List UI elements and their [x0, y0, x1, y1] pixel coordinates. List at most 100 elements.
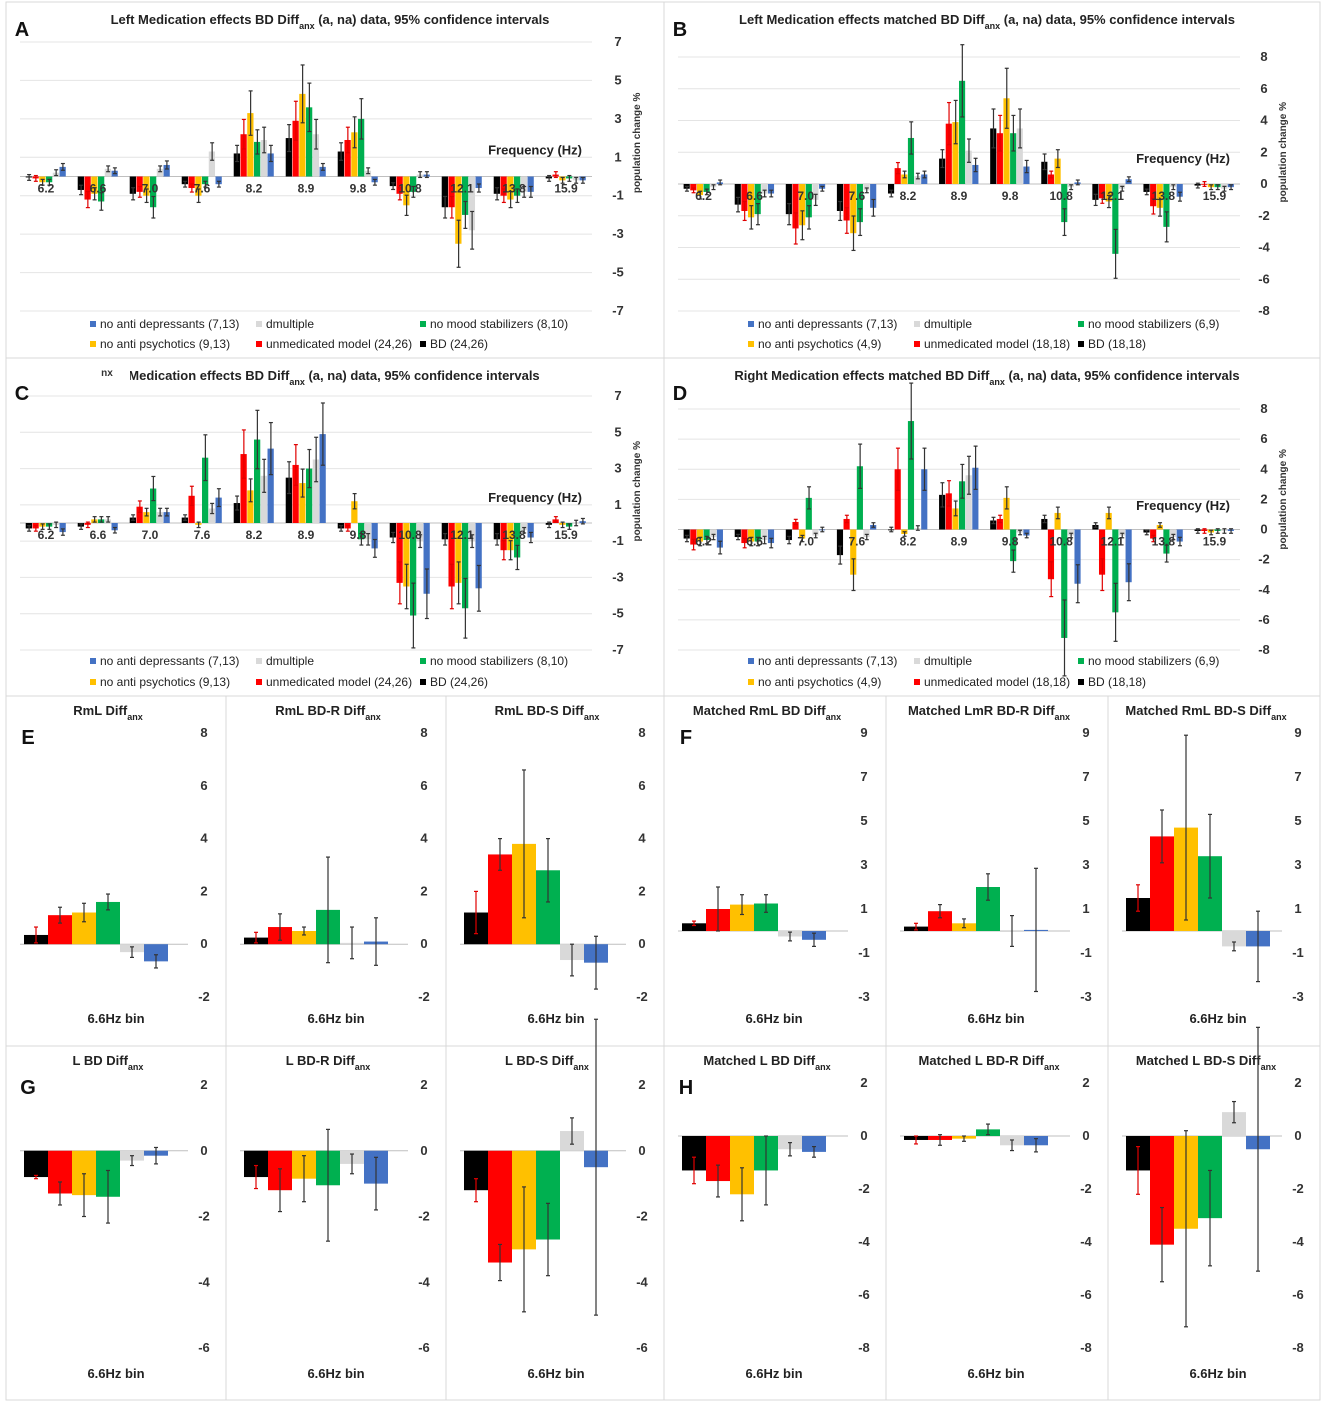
category-label: 7.0 [797, 535, 814, 549]
x-axis-label: 6.6Hz bin [87, 1366, 144, 1381]
legend-swatch [748, 679, 754, 685]
y-tick-label: 0 [638, 1143, 645, 1158]
y-tick-label: 8 [638, 725, 645, 740]
bar [195, 176, 202, 196]
bar [129, 176, 136, 194]
y-tick-label: 1 [1082, 901, 1089, 916]
y-tick-label: 4 [1260, 113, 1268, 128]
x-axis-label: 6.6Hz bin [527, 1366, 584, 1381]
bar [156, 512, 164, 523]
y-tick-label: 2 [1260, 144, 1267, 159]
y-tick-label: -6 [1258, 612, 1270, 627]
bar [965, 150, 972, 184]
legend-swatch [1078, 679, 1084, 685]
y-tick-label: 1 [1294, 901, 1301, 916]
bar [163, 164, 170, 177]
bar [952, 122, 959, 184]
bar [990, 520, 997, 530]
y-tick-label: -2 [636, 1209, 648, 1224]
category-label: 15.9 [1203, 189, 1227, 203]
panel-frame [5, 1045, 227, 1401]
y-tick-label: 6 [638, 778, 645, 793]
chart-title: L BD Diffanx [73, 1053, 144, 1072]
y-tick-label: -2 [1080, 1181, 1092, 1196]
y-tick-label: 0 [860, 1128, 867, 1143]
bar [306, 107, 313, 177]
bar [410, 176, 417, 192]
bar [952, 508, 959, 530]
bar [914, 176, 921, 184]
chart-title: RmL BD-S Diffanx [495, 703, 600, 722]
legend-swatch [914, 341, 920, 347]
bar [84, 176, 91, 200]
y-tick-label: -8 [1258, 642, 1270, 657]
y-tick-label: -6 [858, 1287, 870, 1302]
bar [396, 523, 403, 583]
y-tick-label: -2 [858, 1181, 870, 1196]
bar [312, 134, 320, 177]
y-tick-label: -3 [612, 226, 624, 241]
legend-swatch [90, 679, 96, 685]
legend-swatch [1078, 321, 1084, 327]
y-tick-label: 6 [200, 778, 207, 793]
bar [747, 184, 755, 218]
panel-frame [885, 695, 1109, 1047]
y-tick-label: 8 [1260, 49, 1267, 64]
bar [959, 481, 966, 530]
x-axis-label: 6.6Hz bin [967, 1366, 1024, 1381]
bar [716, 529, 723, 548]
y-tick-label: 9 [1082, 725, 1089, 740]
bar [468, 523, 476, 542]
bar [527, 176, 534, 192]
panel-letter: H [679, 1077, 693, 1099]
y-axis-label: population change % [632, 441, 643, 542]
bar [907, 421, 915, 530]
y-tick-label: 2 [860, 1075, 867, 1090]
legend-swatch [420, 679, 426, 685]
bar [836, 529, 844, 556]
legend-swatch [256, 679, 262, 685]
bar [267, 153, 274, 177]
panel-f3: 9 7 5 3 1 -1 -3 Matched RmL BD-S Diffanx 6.6Hz b… [1107, 695, 1321, 1047]
bar [1143, 184, 1150, 192]
x-axis-label: 6.6Hz bin [745, 1011, 802, 1026]
y-tick-label: 2 [200, 883, 207, 898]
panel-g2: 2 0 -2 -4 -6 L BD-R Diffanx 6.6Hz bin [225, 1045, 447, 1401]
bar [59, 523, 66, 533]
x-axis-label: 6.6Hz bin [967, 1011, 1024, 1026]
bar [77, 176, 84, 190]
category-label: 7.6 [194, 182, 211, 196]
panel-e: 8 6 4 2 0 -2 RmL Diffanx E 6.6Hz bin [5, 695, 227, 1047]
y-tick-label: -1 [612, 188, 624, 203]
bar [805, 497, 812, 530]
bar [741, 529, 748, 544]
y-tick-label: -1 [612, 533, 624, 548]
bar [441, 176, 448, 208]
bar [1118, 529, 1126, 536]
y-tick-label: -2 [418, 989, 430, 1004]
bar [319, 434, 326, 523]
y-tick-label: 7 [614, 388, 621, 403]
y-tick-label: -4 [1258, 240, 1270, 255]
bar [928, 911, 952, 931]
bar [1112, 184, 1119, 254]
bar [143, 176, 150, 196]
legend-label: no anti depressants (7,13) [758, 654, 897, 668]
bar [690, 529, 697, 545]
bar [111, 523, 118, 531]
chart-title: Matched L BD-S Diffanx [1136, 1053, 1276, 1072]
panel-letter: D [673, 383, 687, 405]
panel-letter: F [680, 727, 692, 749]
bar [455, 176, 462, 244]
y-axis-label: population change % [1278, 449, 1289, 550]
category-label: 13.8 [1152, 189, 1176, 203]
category-label: 7.6 [848, 189, 865, 203]
y-tick-label: 2 [1082, 1075, 1089, 1090]
bar [448, 523, 455, 587]
x-axis-label: 6.6Hz bin [1189, 1366, 1246, 1381]
bar [690, 184, 697, 191]
category-label: 6.6 [746, 535, 763, 549]
y-tick-label: -4 [1258, 582, 1270, 597]
bar [389, 176, 396, 187]
y-tick-label: -5 [612, 265, 624, 280]
